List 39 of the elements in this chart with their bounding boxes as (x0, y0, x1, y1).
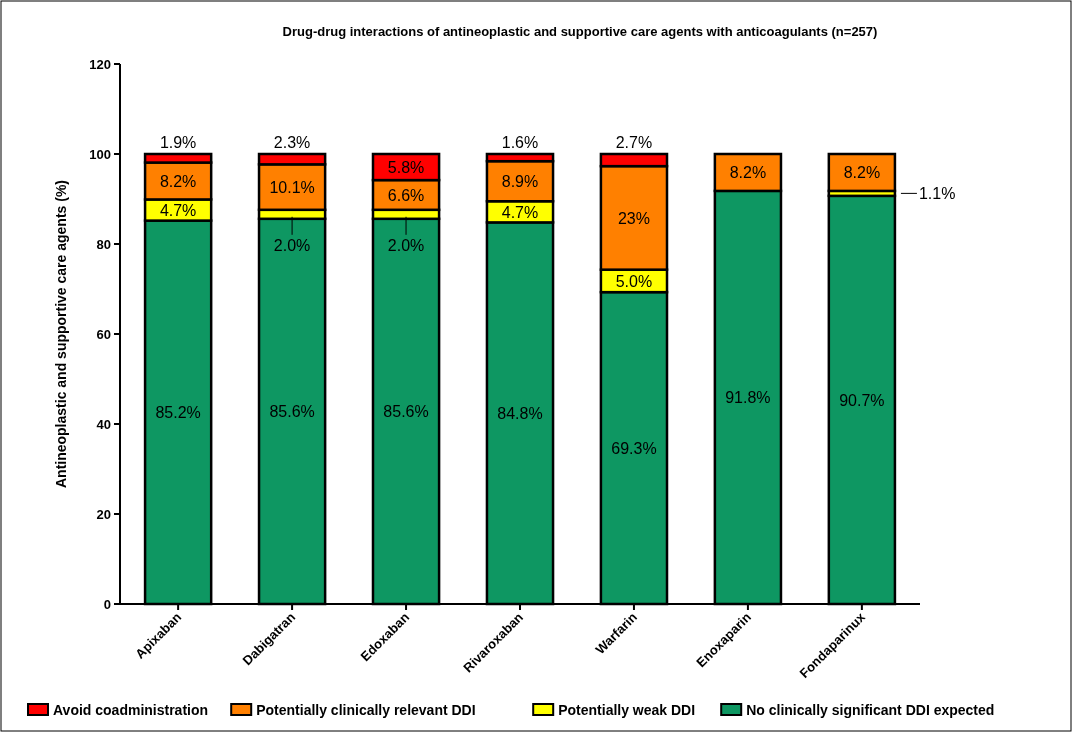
data-label: 5.0% (615, 272, 653, 290)
data-label: 8.9% (501, 172, 539, 190)
data-label: 85.2% (155, 404, 201, 422)
y-tick-label: 120 (89, 56, 111, 72)
data-label: 85.6% (383, 403, 429, 421)
legend-label: Avoid coadministration (53, 702, 209, 719)
y-tick-label: 20 (96, 506, 111, 522)
data-label: 4.7% (501, 203, 539, 221)
data-label: 2.0% (387, 236, 425, 254)
data-label: 8.2% (159, 172, 197, 190)
data-label: 8.2% (843, 164, 881, 182)
data-label: 4.7% (159, 201, 197, 219)
data-label: 5.8% (387, 158, 425, 176)
y-tick-label: 40 (96, 416, 111, 432)
data-label: 84.8% (497, 404, 543, 422)
y-axis-title: Antineoplastic and supportive care agents (%) (53, 179, 69, 489)
bar (827, 152, 897, 193)
data-label: 1.1% (918, 185, 956, 203)
legend-label: Potentially clinically relevant DDI (256, 702, 476, 719)
data-label: 91.8% (725, 389, 771, 407)
y-tick-label: 80 (96, 236, 111, 252)
data-label: 10.1% (269, 178, 315, 196)
y-tick-label: 0 (103, 596, 111, 612)
data-label: 2.3% (273, 134, 311, 151)
data-label: 8.2% (729, 164, 767, 182)
chart-title: Drug-drug interactions of antineoplastic and supportive care agents with anticoagulants (n=257) (282, 24, 878, 39)
data-label: 1.9% (159, 134, 197, 151)
legend-label: Potentially weak DDI (558, 702, 696, 719)
data-label: 23% (617, 209, 650, 227)
data-label: 6.6% (387, 186, 425, 204)
data-label: 90.7% (839, 391, 885, 409)
data-label: 69.3% (611, 439, 657, 457)
y-tick-label: 60 (96, 326, 111, 342)
data-label: 2.0% (273, 236, 311, 254)
data-label: 85.6% (269, 403, 315, 421)
data-label: 2.7% (615, 134, 653, 151)
y-tick-label: 100 (89, 146, 111, 162)
data-label: 1.6% (501, 134, 539, 151)
legend-label: No clinically significant DDI expected (746, 702, 995, 719)
